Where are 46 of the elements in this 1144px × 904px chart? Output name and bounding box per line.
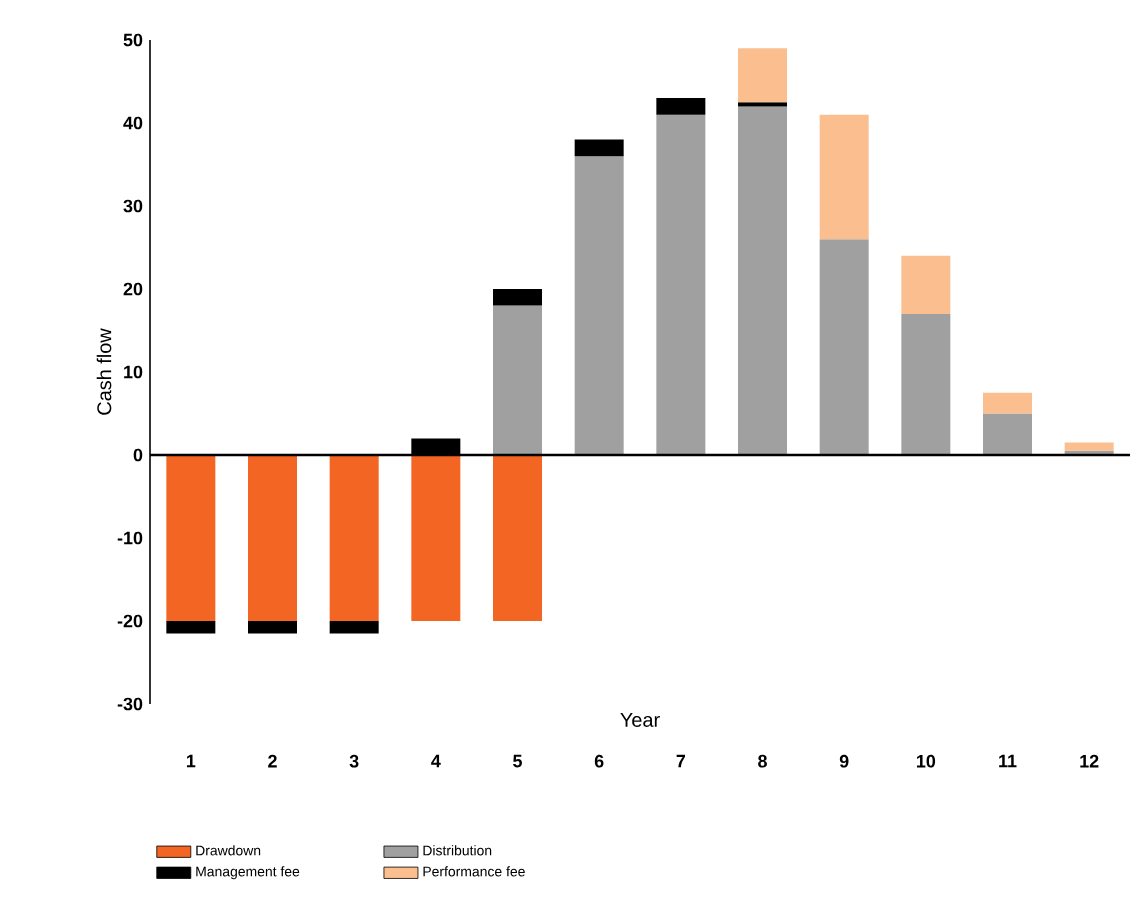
y-tick-label: 30 <box>123 199 143 213</box>
bar <box>493 289 543 306</box>
bar <box>819 114 869 240</box>
y-axis-title: Cash flow <box>96 328 112 415</box>
x-tick-label: 3 <box>349 754 359 768</box>
bar <box>574 156 624 455</box>
x-tick-label: 6 <box>594 754 604 768</box>
x-tick-label: 7 <box>676 754 686 768</box>
bar <box>901 313 951 455</box>
bar <box>493 305 543 455</box>
y-tick-label: -10 <box>117 531 143 545</box>
y-tick-label: -20 <box>117 614 143 628</box>
x-tick-label: 1 <box>186 754 196 768</box>
bar <box>656 98 706 115</box>
bar <box>248 621 297 634</box>
x-tick-label: 5 <box>513 754 522 768</box>
bar <box>166 621 216 634</box>
bar <box>819 239 869 455</box>
y-tick-label: 40 <box>123 116 143 130</box>
bar <box>738 106 788 455</box>
bar <box>411 455 461 621</box>
bar <box>738 48 788 103</box>
x-axis-title: Year <box>620 713 660 727</box>
bar <box>329 621 379 634</box>
y-tick-label: 20 <box>123 282 143 296</box>
y-tick-label: 10 <box>124 365 143 379</box>
bar <box>166 455 216 621</box>
bar <box>656 114 706 455</box>
y-tick-label: -30 <box>117 697 143 711</box>
x-tick-label: 12 <box>1080 754 1099 768</box>
bar <box>248 455 297 621</box>
bar <box>983 392 1033 414</box>
x-tick-label: 9 <box>839 754 849 768</box>
bar <box>329 455 379 621</box>
y-tick-label: 50 <box>123 33 143 47</box>
x-tick-label: 8 <box>758 754 767 768</box>
bar <box>1064 442 1114 451</box>
x-tick-label: 11 <box>999 754 1017 768</box>
x-tick-label: 2 <box>268 754 277 768</box>
x-tick-label: 4 <box>431 754 441 768</box>
x-tick-label: 10 <box>916 754 936 768</box>
bar <box>901 255 951 314</box>
y-tick-label: 0 <box>133 448 143 462</box>
bar <box>493 455 543 621</box>
bar <box>983 413 1033 455</box>
bar <box>574 139 624 157</box>
